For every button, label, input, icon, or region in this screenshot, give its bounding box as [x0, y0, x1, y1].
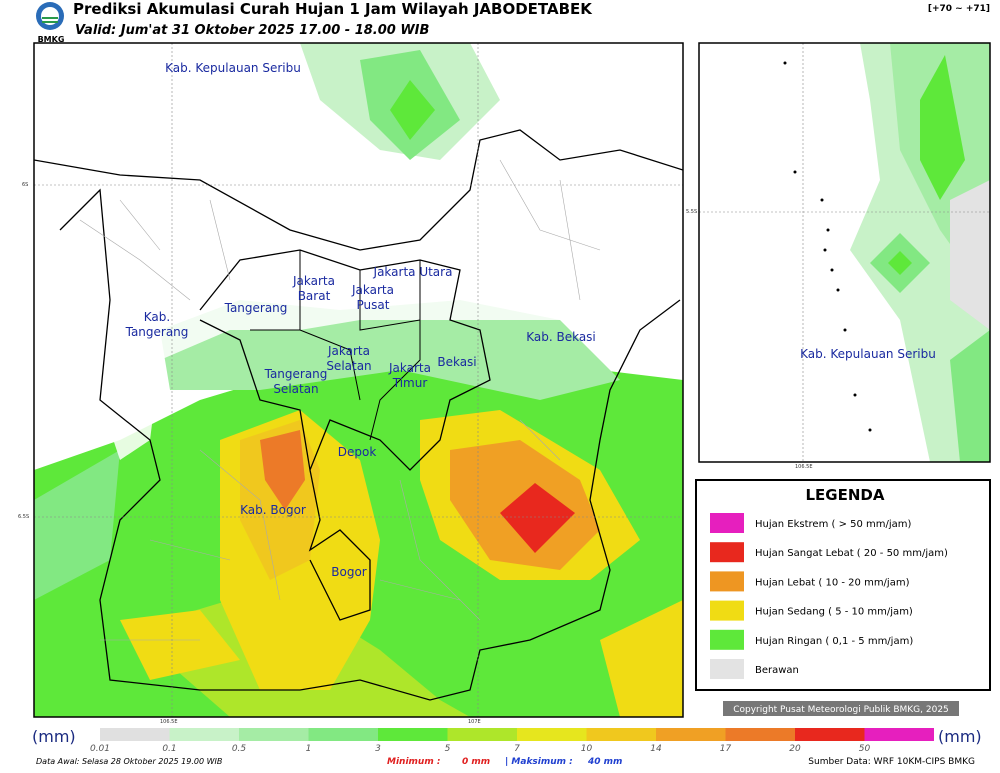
region-label: Jakarta: [292, 274, 335, 288]
axis-label: 6.5S: [18, 514, 29, 520]
region-label: Pusat: [357, 298, 390, 312]
colorbar-swatch: [239, 728, 309, 741]
axis-label: 6S: [22, 182, 28, 188]
region-label: Kab. Bekasi: [526, 330, 596, 344]
colorbar-tick: 0.5: [232, 744, 247, 754]
region-label: Jakarta: [327, 344, 370, 358]
colorbar-tick: 17: [720, 744, 732, 754]
legend-swatch: [710, 571, 744, 592]
colorbar-swatch: [308, 728, 378, 741]
legend-label: Hujan Ekstrem ( > 50 mm/jam): [755, 519, 912, 530]
colorbar-swatch: [100, 728, 170, 741]
region-label: Selatan: [326, 359, 371, 373]
colorbar-tick: 0.1: [162, 744, 176, 754]
colorbar-tick: 7: [514, 744, 520, 754]
legend-swatch: [710, 600, 744, 621]
copyright-bg: [723, 701, 959, 716]
region-label: Timur: [392, 376, 428, 390]
region-label: Kab.: [144, 310, 170, 324]
region-label: Kab. Bogor: [240, 503, 306, 517]
colorbar-tick: 10: [581, 744, 593, 754]
colorbar-swatch: [864, 728, 934, 741]
valid: Valid: Jum'at 31 Oktober 2025 17.00 - 18…: [75, 23, 430, 38]
colorbar-swatch: [447, 728, 517, 741]
region-label: Tangerang: [125, 325, 189, 339]
max-label: | Maksimum :: [505, 757, 573, 767]
colorbar-tick: 3: [375, 744, 381, 754]
colorbar-swatch: [795, 728, 865, 741]
colorbar-swatch: [725, 728, 795, 741]
code: [+70 ~ +71]: [928, 4, 990, 14]
title: Prediksi Akumulasi Curah Hujan 1 Jam Wil…: [73, 0, 593, 18]
colorbar-tick: 1: [306, 744, 312, 754]
region-label: Selatan: [273, 382, 318, 396]
copyright: Copyright Pusat Meteorologi Publik BMKG,…: [733, 705, 949, 715]
colorbar-tick: 5: [445, 744, 451, 754]
legend-label: Hujan Sedang ( 5 - 10 mm/jam): [755, 607, 913, 618]
region-label: Kab. Kepulauan Seribu: [165, 61, 301, 75]
colorbar-tick: 20: [789, 744, 801, 754]
colorbar-swatch: [378, 728, 448, 741]
source: Sumber Data: WRF 10KM-CIPS BMKG: [808, 757, 975, 767]
legend-swatch: [710, 629, 744, 650]
min-label: Minimum :: [387, 757, 440, 767]
inset-map: [699, 43, 990, 462]
legend-label: Berawan: [755, 665, 799, 676]
min-value: 0 mm: [462, 757, 490, 767]
colorbar-swatch: [517, 728, 587, 741]
legend-swatch: [710, 659, 744, 679]
legend-label: Hujan Ringan ( 0,1 - 5 mm/jam): [755, 636, 913, 647]
region-label: Jakarta Utara: [373, 265, 453, 279]
region-label: Bogor: [331, 565, 367, 579]
logo: BMKG: [36, 2, 64, 44]
region-label: Jakarta: [351, 283, 394, 297]
main-map: [34, 43, 683, 717]
legend-title: LEGENDA: [806, 486, 885, 504]
unit: (mm): [32, 727, 76, 746]
region-label: Jakarta: [388, 361, 431, 375]
legend-swatch: [710, 542, 744, 563]
region-label: Depok: [338, 445, 377, 459]
legend-label: Hujan Lebat ( 10 - 20 mm/jam): [755, 577, 910, 588]
unit: (mm): [938, 727, 982, 746]
axis-label: 107E: [468, 719, 481, 725]
colorbar-swatch: [586, 728, 656, 741]
axis-label: 106.5E: [795, 464, 812, 470]
colorbar-swatch: [656, 728, 726, 741]
region-label: Barat: [298, 289, 331, 303]
colorbar-tick: 50: [859, 744, 871, 754]
legend-label: Hujan Sangat Lebat ( 20 - 50 mm/jam): [755, 548, 948, 559]
colorbar-tick: 14: [650, 744, 662, 754]
region-label: Bekasi: [437, 355, 476, 369]
inset-label: Kab. Kepulauan Seribu: [800, 347, 936, 361]
region-label: Tangerang: [264, 367, 328, 381]
colorbar-tick: 0.01: [90, 744, 110, 754]
legend-box: [695, 479, 991, 691]
axis-label: 5.5S: [686, 209, 697, 215]
legend-swatch: [710, 513, 744, 533]
max-value: 40 mm: [587, 757, 622, 767]
logo-text: BMKG: [38, 35, 65, 44]
colorbar-swatch: [169, 728, 239, 741]
data-awal: Data Awal: Selasa 28 Oktober 2025 19.00 …: [36, 757, 222, 766]
axis-label: 106.5E: [160, 719, 177, 725]
region-label: Tangerang: [224, 301, 288, 315]
